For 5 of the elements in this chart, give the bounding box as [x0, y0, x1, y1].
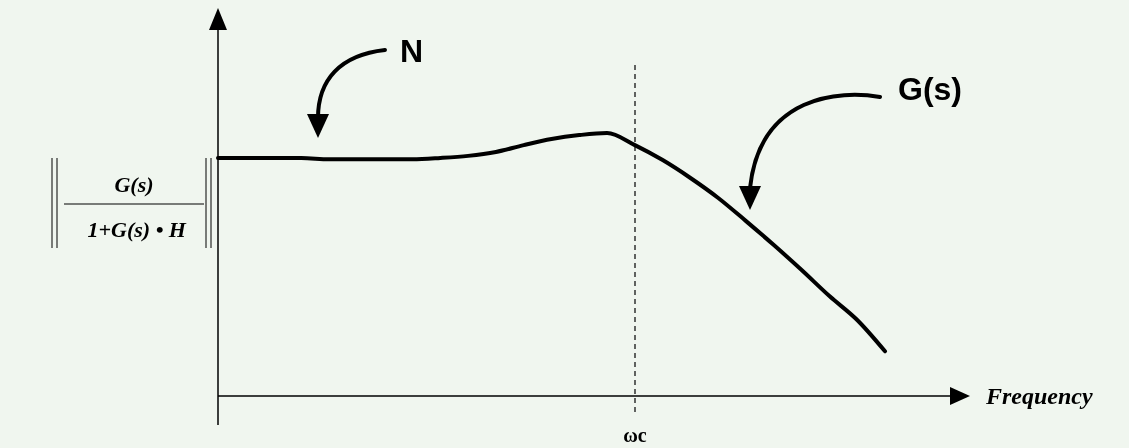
- y-axis-title: G(s) 1+G(s) • H: [82, 172, 187, 242]
- text: N: [400, 33, 424, 69]
- text: G(s): [898, 71, 962, 107]
- x-axis-title: Frequency: [985, 383, 1093, 409]
- text: ωc: [623, 424, 647, 446]
